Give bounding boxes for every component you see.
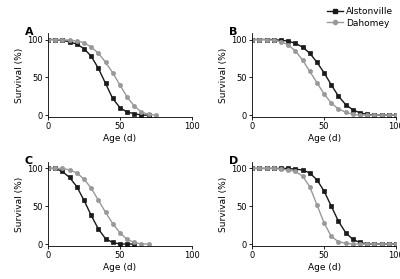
Legend: Alstonville, Dahomey: Alstonville, Dahomey: [326, 7, 394, 28]
Y-axis label: Survival (%): Survival (%): [15, 176, 24, 232]
Y-axis label: Survival (%): Survival (%): [219, 176, 228, 232]
Y-axis label: Survival (%): Survival (%): [15, 47, 24, 103]
Text: A: A: [25, 27, 34, 37]
X-axis label: Age (d): Age (d): [308, 134, 341, 143]
Text: D: D: [229, 156, 238, 166]
X-axis label: Age (d): Age (d): [308, 263, 341, 272]
Text: C: C: [25, 156, 33, 166]
Y-axis label: Survival (%): Survival (%): [219, 47, 228, 103]
Text: B: B: [229, 27, 238, 37]
X-axis label: Age (d): Age (d): [103, 263, 136, 272]
X-axis label: Age (d): Age (d): [103, 134, 136, 143]
